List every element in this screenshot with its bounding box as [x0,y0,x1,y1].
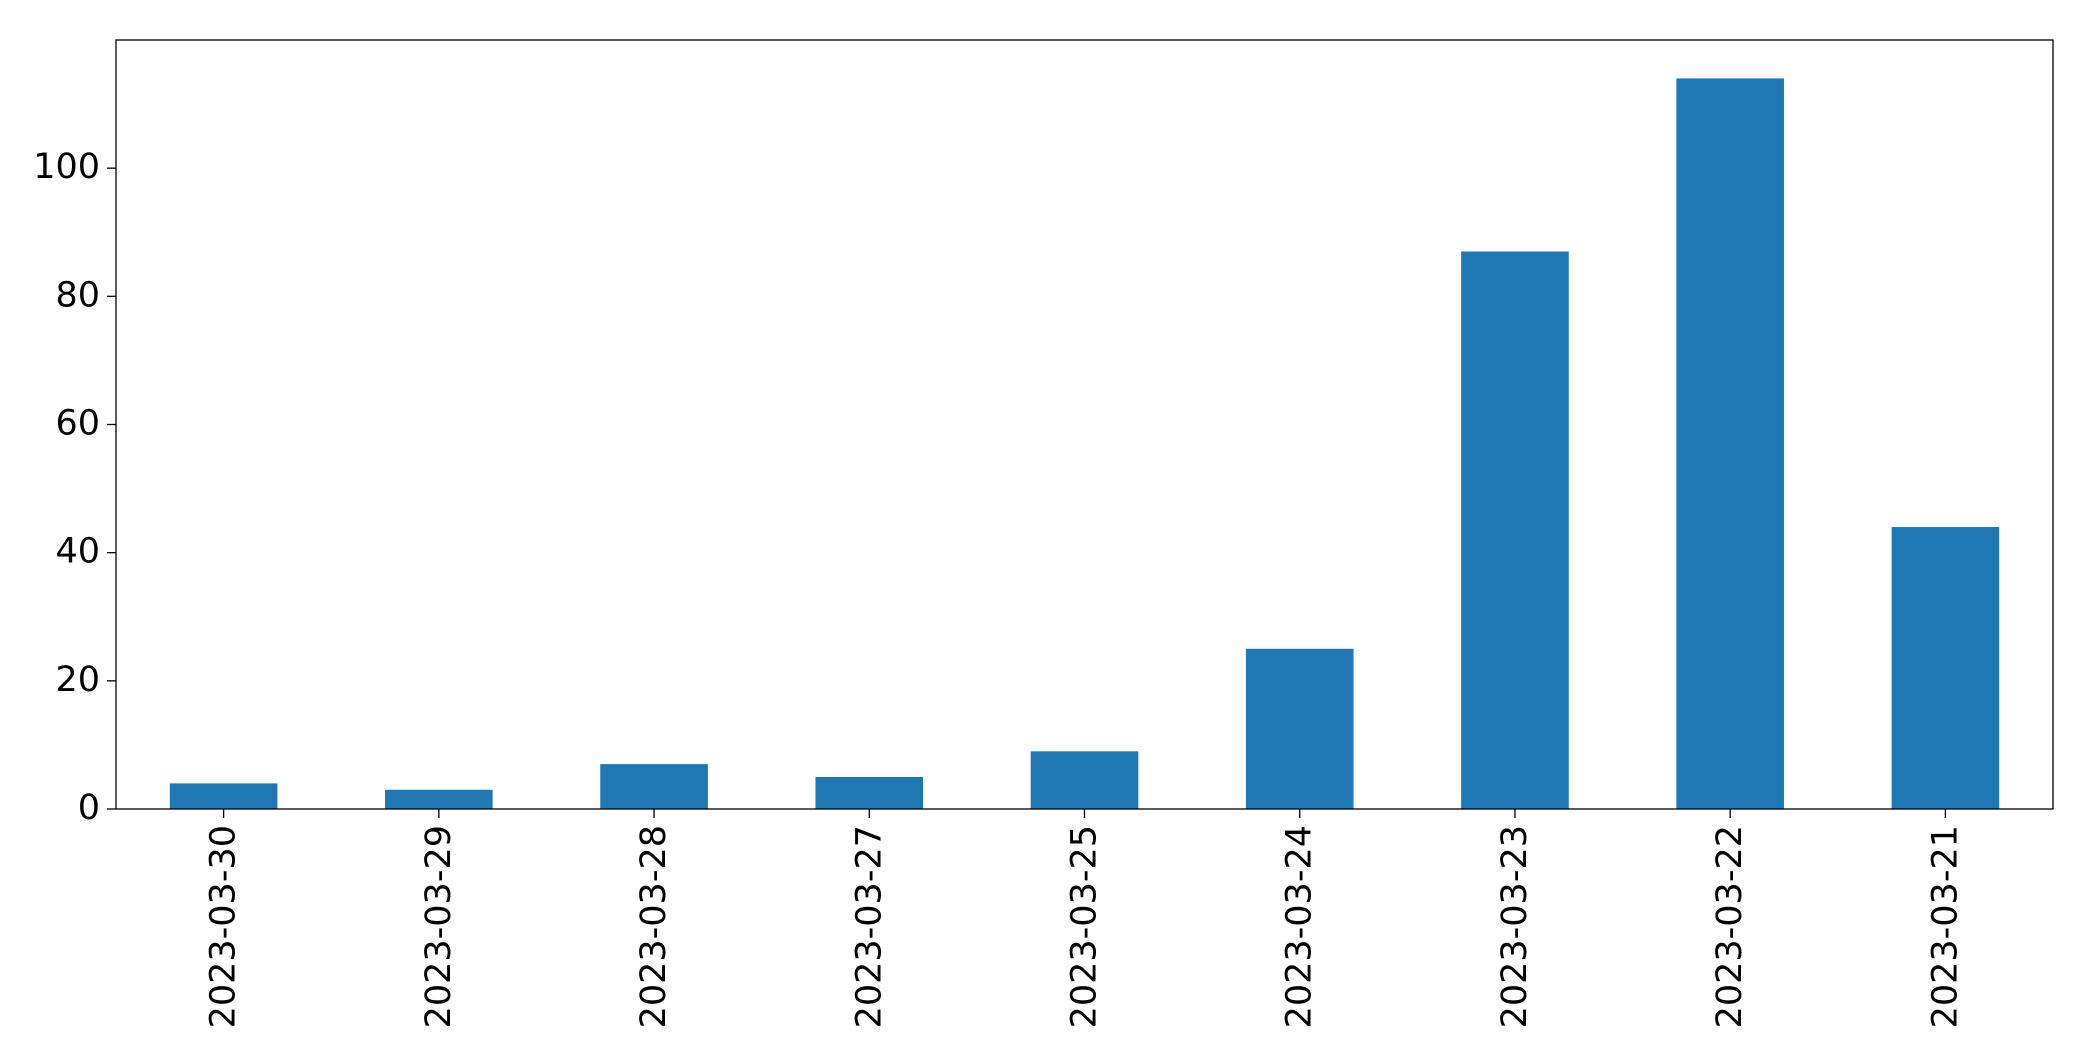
y-tick-label: 0 [78,788,100,828]
x-tick-label: 2023-03-27 [849,825,889,1028]
y-tick-label: 20 [55,660,100,700]
bar [385,789,493,809]
y-tick-label: 60 [55,404,100,444]
y-tick-label: 80 [55,275,100,315]
bar [1461,251,1569,810]
x-tick-label: 2023-03-25 [1065,825,1105,1028]
x-tick-label: 2023-03-29 [419,825,459,1028]
bar [815,776,924,809]
x-tick-label: 2023-03-21 [1925,825,1965,1028]
x-tick-label: 2023-03-24 [1280,825,1320,1028]
x-tick-label: 2023-03-28 [634,825,674,1028]
x-tick-label: 2023-03-22 [1710,825,1750,1028]
bar [1676,78,1784,809]
bar [169,783,278,809]
bar [1245,648,1354,809]
bar [1030,751,1139,809]
x-tick-label: 2023-03-23 [1495,825,1535,1028]
plot-frame [115,39,2054,810]
x-tick-label: 2023-03-30 [204,825,244,1028]
bar [600,764,708,809]
y-tick-label: 40 [55,532,100,572]
bar [1891,527,2000,809]
y-tick-label: 100 [33,147,100,187]
